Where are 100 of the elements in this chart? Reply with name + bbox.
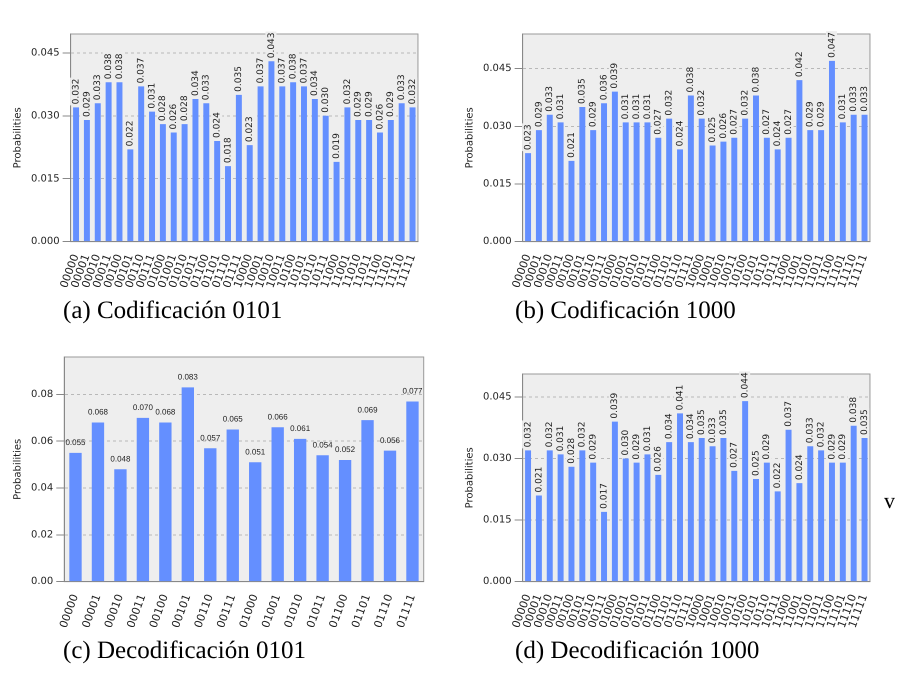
bar [666, 442, 672, 582]
data-label: 0.032 [545, 422, 556, 448]
bar [338, 460, 352, 582]
data-label: 0.026 [718, 112, 729, 139]
y-tick-label: 0.045 [30, 47, 60, 58]
data-label: 0.039 [610, 62, 620, 89]
data-label: 0.027 [784, 109, 794, 135]
bar [69, 452, 82, 582]
bar [601, 103, 608, 242]
bar [862, 438, 868, 582]
data-label: 0.034 [190, 70, 201, 96]
data-label: 0.029 [82, 90, 92, 117]
data-label: 0.041 [675, 384, 686, 410]
data-label: 0.029 [838, 434, 848, 460]
data-label: 0.025 [708, 116, 718, 142]
bar [214, 140, 220, 242]
bar [742, 401, 748, 582]
bar [106, 82, 112, 242]
bar [786, 138, 792, 242]
data-label: 0.037 [256, 58, 266, 84]
bar [850, 114, 857, 242]
data-label: 0.068 [155, 408, 176, 417]
bar [316, 455, 329, 582]
bar [731, 470, 738, 582]
data-label: 0.029 [354, 90, 364, 117]
bar [753, 479, 759, 582]
x-tick-label: 01101 [348, 592, 374, 630]
data-label: 0.027 [730, 442, 740, 468]
bar [160, 124, 166, 242]
bar [666, 118, 672, 242]
data-label: 0.035 [578, 78, 588, 104]
data-label: 0.034 [686, 413, 696, 440]
y-tick-label: 0.000 [482, 236, 512, 248]
bar [406, 401, 419, 582]
bar [774, 491, 781, 582]
data-label: 0.056 [380, 436, 401, 445]
data-label: 0.029 [806, 101, 816, 128]
data-label: 0.037 [299, 58, 310, 84]
data-label: 0.029 [588, 434, 599, 460]
bar [361, 420, 374, 582]
data-label: 0.068 [88, 408, 109, 417]
x-tick-label: 00110 [192, 592, 216, 630]
bar [384, 450, 396, 582]
bar [116, 82, 122, 242]
bar [388, 120, 394, 242]
data-label: 0.024 [794, 454, 805, 480]
bar [622, 122, 629, 242]
y-tick-label: 0.08 [31, 389, 54, 400]
data-label: 0.032 [816, 422, 826, 448]
bar [579, 450, 586, 582]
bar [366, 120, 372, 242]
data-label: 0.057 [200, 433, 221, 442]
data-label: 0.032 [523, 422, 534, 448]
bar [710, 145, 716, 242]
data-label: 0.017 [599, 483, 610, 509]
data-label: 0.044 [740, 372, 750, 398]
bar [786, 430, 792, 582]
data-label: 0.029 [816, 101, 826, 128]
bar [568, 466, 574, 582]
x-tick-label: 01010 [281, 592, 306, 630]
bar [236, 94, 242, 242]
data-label: 0.037 [136, 58, 147, 84]
data-label: 0.028 [158, 95, 168, 122]
bar [753, 96, 759, 242]
bar [294, 438, 306, 582]
bar [634, 122, 640, 242]
data-label: 0.028 [180, 95, 190, 122]
bar [334, 162, 340, 242]
data-label: 0.029 [386, 90, 396, 117]
x-tick-label: 01100 [326, 592, 351, 630]
data-label: 0.031 [632, 94, 642, 120]
bar [246, 145, 253, 242]
text: v [884, 488, 895, 514]
bar [226, 430, 239, 582]
bar [862, 114, 868, 242]
data-label: 0.030 [321, 86, 332, 113]
bar [796, 80, 802, 242]
bar [807, 130, 814, 242]
bar [558, 454, 564, 582]
data-label: 0.083 [178, 372, 198, 382]
bar [258, 86, 264, 242]
y-tick-label: 0.000 [482, 576, 512, 588]
data-label: 0.031 [642, 426, 653, 452]
bar [279, 86, 286, 242]
bar [828, 60, 835, 242]
data-label: 0.051 [245, 447, 266, 456]
data-label: 0.018 [223, 137, 234, 164]
bar [182, 387, 194, 582]
x-tick-label: 00100 [146, 592, 171, 630]
bar [149, 112, 156, 242]
data-label: 0.037 [784, 401, 794, 427]
data-label: 0.026 [169, 104, 180, 130]
data-label: 0.027 [730, 109, 740, 135]
bar [268, 61, 274, 242]
data-label: 0.033 [93, 74, 104, 100]
data-label: 0.038 [288, 53, 298, 80]
data-label: 0.036 [599, 74, 610, 100]
data-label: 0.024 [675, 120, 686, 146]
bar [344, 107, 350, 242]
data-label: 0.033 [860, 86, 870, 112]
